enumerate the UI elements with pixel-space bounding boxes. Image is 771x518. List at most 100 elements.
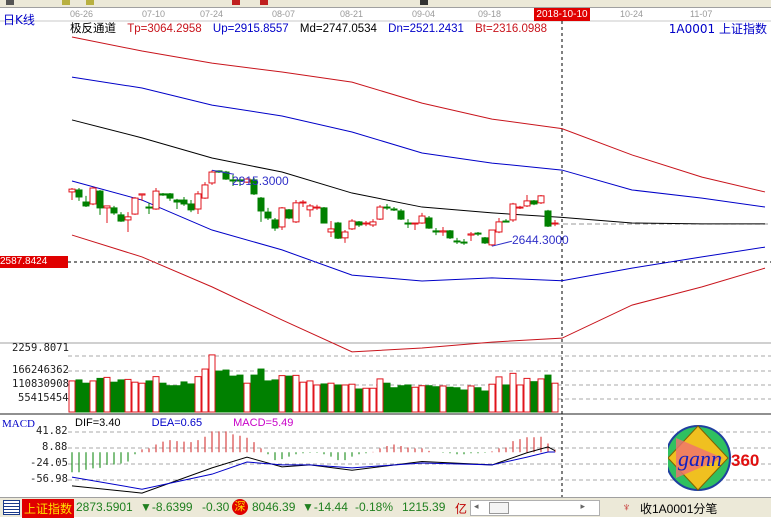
volume-axis-label: 110830908 — [12, 378, 69, 390]
status-bar: 上证指数 2873.5901 ▼-8.6399 -0.30 深 8046.39 … — [0, 497, 771, 518]
candle-body — [75, 189, 83, 198]
volume-bar — [236, 374, 244, 413]
chart-icon[interactable] — [62, 0, 70, 5]
volume-bar — [551, 382, 559, 413]
volume-bar — [264, 380, 272, 413]
volume-bar — [530, 381, 538, 413]
volume-bar — [152, 376, 160, 413]
volume-bar — [124, 378, 132, 413]
volume-bar — [439, 385, 447, 413]
date-label: 11-07 — [690, 9, 713, 19]
macd-axis-label: 8.88 — [42, 441, 68, 453]
band-line-bt — [71, 234, 766, 353]
volume-axis-label: 2259.8071 — [12, 342, 69, 354]
volume-bar — [509, 372, 517, 413]
candle-body — [103, 205, 111, 209]
toolbar — [0, 0, 771, 8]
candle-body — [460, 241, 468, 244]
candle-body — [516, 206, 524, 209]
candle-body — [369, 221, 377, 226]
candle-body — [89, 187, 97, 205]
bt-value: Bt=2316.0988 — [475, 23, 548, 35]
candle-body — [82, 201, 90, 207]
dn-value: Dn=2521.2431 — [388, 23, 464, 35]
candle-body — [250, 179, 258, 195]
candle-body — [96, 190, 104, 209]
index-change: ▼-8.6399 — [140, 500, 193, 514]
candle-body — [159, 193, 167, 196]
candle-body — [208, 171, 216, 184]
volume-bar — [502, 384, 510, 413]
candle-body — [110, 207, 118, 214]
calendar-icon[interactable] — [3, 500, 20, 515]
volume-bar — [285, 375, 293, 413]
date-label: 07-10 — [142, 9, 166, 19]
volume-bar — [544, 374, 552, 413]
volume-bar — [250, 374, 258, 413]
volume-axis-label: 166246362 — [12, 364, 69, 376]
volume-bar — [306, 380, 314, 413]
volume-bar — [117, 379, 125, 413]
candle-body — [236, 179, 244, 182]
volume-bar — [271, 379, 279, 413]
candle-body — [187, 203, 195, 211]
date-label: 09-18 — [478, 9, 502, 19]
scrollbar[interactable]: ◂ ▸ — [470, 500, 600, 516]
scroll-right-icon[interactable]: ▸ — [580, 501, 585, 511]
candle-body — [201, 184, 209, 199]
candle-body — [432, 230, 440, 233]
candle-body — [278, 207, 286, 228]
volume-bar — [523, 377, 531, 413]
tools-icon[interactable] — [260, 0, 268, 5]
candle-body — [348, 220, 356, 230]
refresh-icon[interactable] — [420, 0, 428, 5]
volume-bar — [243, 382, 251, 413]
index-pct: -0.30 — [202, 500, 230, 514]
feed-label[interactable]: 收1A0001分笔 — [640, 502, 718, 516]
volume-bar — [495, 376, 503, 413]
volume-bar — [131, 381, 139, 413]
indicator-row: 极反通道 Tp=3064.2958 Up=2915.8557 Md=2747.0… — [70, 20, 555, 36]
candle-body — [180, 199, 188, 205]
period-label[interactable]: 日K线 — [3, 13, 35, 27]
candle-body — [390, 208, 398, 211]
scroll-thumb[interactable] — [489, 502, 509, 514]
candle-body — [383, 206, 391, 209]
candle-body — [117, 214, 125, 222]
candle-body — [376, 206, 384, 220]
chart-icon[interactable] — [86, 0, 94, 5]
candle-body — [404, 222, 412, 225]
svg-text:360: 360 — [731, 451, 759, 470]
volume-bar — [138, 382, 146, 413]
macd-value: MACD=5.49 — [233, 417, 294, 429]
candle-body — [145, 206, 153, 209]
volume-bar — [103, 376, 111, 413]
volume-bar — [446, 386, 454, 413]
volume-bar — [348, 383, 356, 413]
macd-title[interactable]: MACD — [2, 418, 36, 430]
scroll-left-icon[interactable]: ◂ — [474, 501, 479, 511]
dea-line — [71, 451, 556, 490]
candle-body — [124, 216, 132, 221]
band-line-tp — [71, 36, 766, 193]
candle-body — [341, 231, 349, 239]
volume-bar — [404, 384, 412, 413]
candle-body — [327, 228, 335, 233]
index-name[interactable]: 上证指数 — [22, 499, 75, 518]
candle-body — [229, 179, 237, 182]
volume-bar — [299, 381, 307, 413]
candle-body — [68, 188, 76, 193]
volume-bar — [278, 375, 286, 413]
sz-badge-icon[interactable]: 深 — [232, 499, 248, 515]
candle-body — [313, 206, 321, 209]
amount-unit: 亿 — [455, 502, 468, 516]
candle-body — [362, 222, 370, 225]
back-icon[interactable] — [6, 0, 14, 5]
volume-bar — [383, 382, 391, 413]
volume-bar — [467, 385, 475, 413]
indicator-name[interactable]: 极反通道 — [70, 23, 116, 35]
date-label: 06-26 — [70, 9, 94, 19]
draw-icon[interactable] — [232, 0, 240, 5]
macd-values: DIF=3.40 DEA=0.65 MACD=5.49 — [75, 417, 293, 429]
